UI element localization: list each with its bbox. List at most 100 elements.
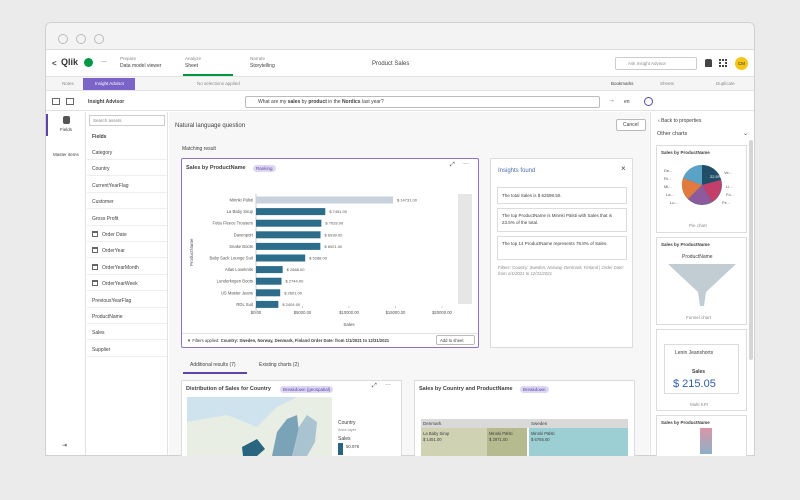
window-dot[interactable] <box>76 34 86 44</box>
pie-card[interactable] <box>656 145 747 233</box>
field-row[interactable] <box>87 211 167 226</box>
chart-menu[interactable]: ··· <box>463 161 469 167</box>
query-text[interactable]: What are my sales by product in the Nord… <box>258 99 384 105</box>
insight-advisor-label[interactable]: Insight Advisor <box>95 81 125 86</box>
field-row[interactable] <box>87 276 167 292</box>
field-item[interactable]: ProductName <box>92 314 123 320</box>
funnel-label: ProductName <box>682 254 713 260</box>
panel-toggle[interactable] <box>52 98 60 105</box>
field-item[interactable]: PreviousYearFlag <box>92 297 132 304</box>
scrollbar[interactable] <box>749 140 753 360</box>
window-dot[interactable] <box>94 34 104 44</box>
treemap-group-label: Denmark <box>423 421 442 426</box>
field-row[interactable] <box>87 309 167 324</box>
field-row[interactable] <box>87 243 167 259</box>
notification-icon[interactable] <box>705 59 712 67</box>
add-to-sheet-label[interactable]: Add to sheet <box>440 338 464 343</box>
tab-label[interactable]: Narrate <box>250 56 266 61</box>
collapse-chevron[interactable]: ⌄ <box>743 131 749 137</box>
field-item[interactable]: Sales <box>92 330 105 337</box>
region <box>292 415 317 456</box>
field-row[interactable] <box>87 227 167 242</box>
expand-icon[interactable]: ⤢ <box>450 162 455 168</box>
tab-label[interactable]: Analyze <box>185 56 202 61</box>
calendar-icon <box>92 280 98 287</box>
insights-close[interactable]: × <box>621 164 626 173</box>
insight-item[interactable]: The top ProductName is Minnki Pälsti wit… <box>497 208 627 232</box>
insight-advisor-button[interactable] <box>83 78 135 90</box>
legend-value: 50.076 <box>346 444 360 449</box>
field-row[interactable] <box>87 260 167 275</box>
field-item[interactable]: OrderYearMonth <box>102 264 139 271</box>
language-select[interactable]: en <box>624 99 630 105</box>
field-item[interactable]: Gross Profit <box>92 215 119 222</box>
collapse-icon[interactable]: ⇥ <box>62 443 68 449</box>
duplicate-button[interactable]: Duplicate <box>716 81 735 86</box>
bookmarks-button[interactable]: Bookmarks <box>611 81 634 86</box>
sheets-button[interactable]: Sheets <box>660 81 675 86</box>
asset-search-placeholder[interactable]: Search assets <box>93 118 122 123</box>
mini-scrollbar[interactable] <box>458 194 472 304</box>
asset-search[interactable] <box>89 115 165 126</box>
pie-slice <box>702 165 721 185</box>
selections-status: No selections applied <box>197 81 240 86</box>
toolbar <box>46 77 754 91</box>
expand-icon[interactable]: ⤢ <box>372 383 377 389</box>
fields-icon[interactable] <box>63 116 70 124</box>
field-item[interactable]: OrderYearWeek <box>102 281 138 288</box>
results-tab[interactable]: Existing charts (2) <box>259 362 300 368</box>
back-label[interactable]: Back to properties <box>661 118 702 124</box>
query-box[interactable] <box>245 96 600 108</box>
submit-arrow[interactable]: → <box>608 97 615 104</box>
field-item[interactable]: Supplier <box>92 346 111 353</box>
results-tab[interactable]: Additional results (7) <box>190 362 236 368</box>
search-placeholder[interactable]: Ask Insight Advisor <box>628 61 667 66</box>
insights-title: Insights found <box>498 168 536 174</box>
apps-icon[interactable] <box>719 59 727 67</box>
window-dot[interactable] <box>58 34 68 44</box>
field-row[interactable] <box>87 161 167 177</box>
insight-item[interactable]: The top 14 ProductName represents 78.8% … <box>497 236 627 260</box>
field-row[interactable] <box>87 342 167 357</box>
cancel-label[interactable]: Cancel <box>623 122 639 128</box>
info-icon[interactable] <box>644 97 653 106</box>
field-row[interactable] <box>87 194 167 210</box>
panel-toggle[interactable] <box>66 98 74 105</box>
app-title[interactable]: Product Sales <box>372 61 410 67</box>
field-item[interactable]: Customer <box>92 199 114 206</box>
field-item[interactable]: Order Date <box>102 232 127 238</box>
field-item[interactable]: CurrentYearFlag <box>92 182 129 189</box>
field-item[interactable]: Country <box>92 166 110 173</box>
query-part: by <box>300 99 309 105</box>
field-row[interactable] <box>87 178 167 193</box>
pie-slice <box>702 180 722 202</box>
back-to-properties[interactable]: ‹ Back to properties <box>658 118 702 124</box>
insight-item[interactable]: The total Sales is $ 62598.50. <box>497 187 627 204</box>
menu[interactable]: ... <box>101 57 107 64</box>
rail-master-items[interactable]: Master items <box>53 152 79 157</box>
field-row[interactable] <box>87 325 167 341</box>
tab-label[interactable]: Prepare <box>120 56 137 61</box>
chart-menu[interactable]: ··· <box>385 382 391 388</box>
avatar-initials[interactable]: CM <box>738 61 745 66</box>
tab-sub[interactable]: Storytelling <box>250 63 275 69</box>
avatar[interactable] <box>735 57 748 70</box>
rail-fields[interactable]: Fields <box>60 127 73 132</box>
field-item[interactable]: OrderYear <box>102 248 125 255</box>
tab-sub[interactable]: Data model viewer <box>120 63 162 69</box>
chart-card[interactable] <box>181 158 479 348</box>
tab-sub[interactable]: Sheet <box>185 63 199 69</box>
cancel-button[interactable] <box>616 119 646 131</box>
pie: De... Ri... Mi... La... Lu... Ve... Li... Fo...… <box>664 164 734 205</box>
field-item[interactable]: Category <box>92 150 113 156</box>
wordcloud-title: Sales by ProductName <box>661 420 710 425</box>
field-row[interactable] <box>87 145 167 160</box>
add-to-sheet-button[interactable] <box>436 335 475 345</box>
field-row[interactable] <box>87 293 167 308</box>
legend-swatch <box>338 443 343 455</box>
back-button[interactable]: < <box>52 59 57 68</box>
funnel-card[interactable] <box>656 237 747 325</box>
search-box[interactable] <box>615 57 697 70</box>
notes-button[interactable]: Notes <box>62 81 74 86</box>
